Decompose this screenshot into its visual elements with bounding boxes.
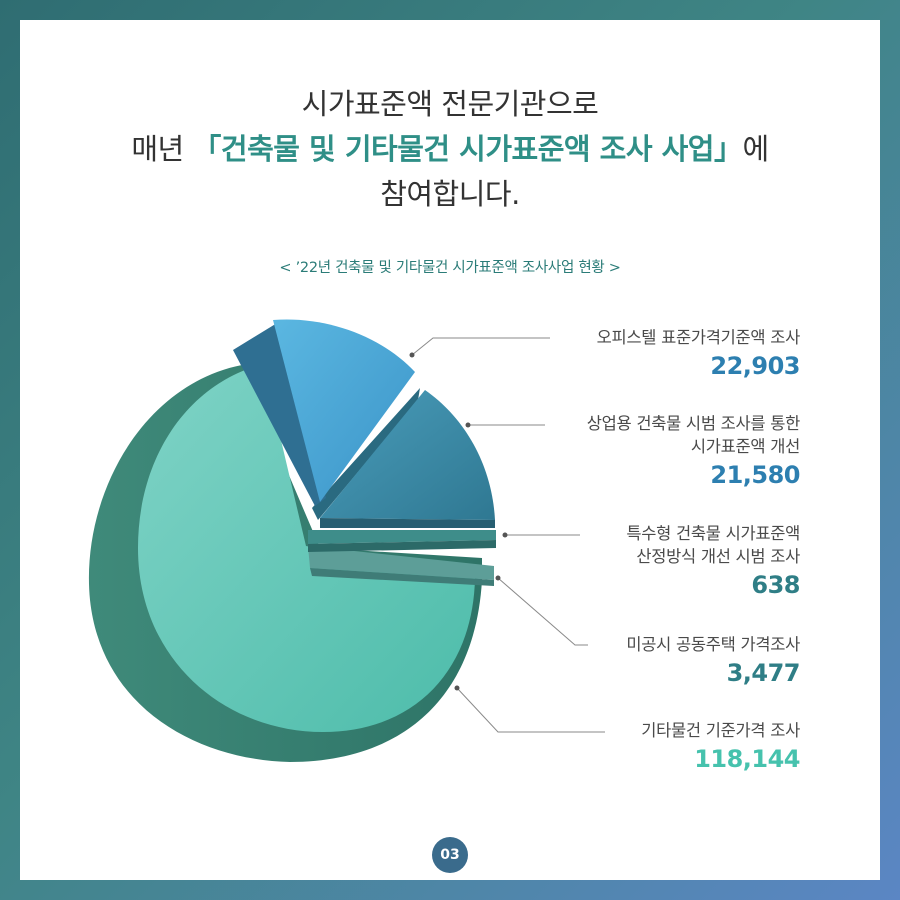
label-special-line-2: 산정방식 개선 시범 조사	[636, 547, 800, 566]
value-officetel: 22,903	[710, 352, 800, 380]
label-officetel-text: 오피스텔 표준가격기준액 조사	[596, 328, 801, 347]
headline-line-3: 참여합니다.	[380, 177, 520, 211]
slice-commercial-side	[312, 388, 420, 520]
leader-lines	[411, 337, 605, 733]
label-officetel: 오피스텔 표준가격기준액 조사 22,903	[596, 326, 801, 383]
label-commercial: 상업용 건축물 시범 조사를 통한 시가표준액 개선 21,580	[586, 412, 801, 492]
leader-dots	[409, 352, 508, 691]
slice-special-buildings-side	[308, 540, 496, 552]
label-commercial-line-1: 상업용 건축물 시범 조사를 통한	[586, 414, 801, 433]
chart-subtitle: < ’22년 건축물 및 기타물건 시가표준액 조사사업 현황 >	[279, 260, 621, 276]
label-other-goods-text: 기타물건 기준가격 조사	[641, 721, 800, 740]
slice-commercial	[320, 390, 495, 520]
label-commercial-line-2: 시가표준액 개선	[690, 437, 800, 456]
headline-line-2-suffix: 에	[742, 132, 769, 166]
page-number-badge: 03	[432, 837, 468, 873]
slice-unpublished-housing	[308, 546, 494, 580]
headline-line-2: 매년 「건축물 및 기타물건 시가표준액 조사 사업」에	[20, 127, 880, 172]
value-other-goods: 118,144	[694, 745, 800, 773]
infographic-card: 시가표준액 전문기관으로 매년 「건축물 및 기타물건 시가표준액 조사 사업」…	[20, 20, 880, 880]
slice-commercial-front	[320, 518, 495, 528]
headline-line-1: 시가표준액 전문기관으로	[301, 87, 599, 121]
value-special-buildings: 638	[751, 571, 800, 599]
headline-line-2-prefix: 매년	[131, 132, 193, 166]
pie-chart	[88, 319, 605, 762]
slice-officetel	[273, 319, 415, 502]
slice-other-goods	[138, 364, 475, 732]
label-unpublished-housing-text: 미공시 공동주택 가격조사	[626, 635, 800, 654]
slice-special-buildings	[308, 530, 496, 544]
label-unpublished-housing: 미공시 공동주택 가격조사 3,477	[626, 633, 800, 690]
value-unpublished-housing: 3,477	[726, 659, 801, 687]
slice-unpublished-housing-side	[310, 568, 494, 586]
label-other-goods: 기타물건 기준가격 조사 118,144	[641, 719, 800, 776]
label-special-buildings: 특수형 건축물 시가표준액 산정방식 개선 시범 조사 638	[626, 522, 800, 602]
headline-emphasis: 「건축물 및 기타물건 시가표준액 조사 사업」	[192, 132, 743, 166]
label-special-line-1: 특수형 건축물 시가표준액	[626, 524, 800, 543]
value-commercial: 21,580	[710, 461, 800, 489]
slice-officetel-side	[233, 320, 326, 506]
headline: 시가표준액 전문기관으로 매년 「건축물 및 기타물건 시가표준액 조사 사업」…	[20, 82, 880, 217]
